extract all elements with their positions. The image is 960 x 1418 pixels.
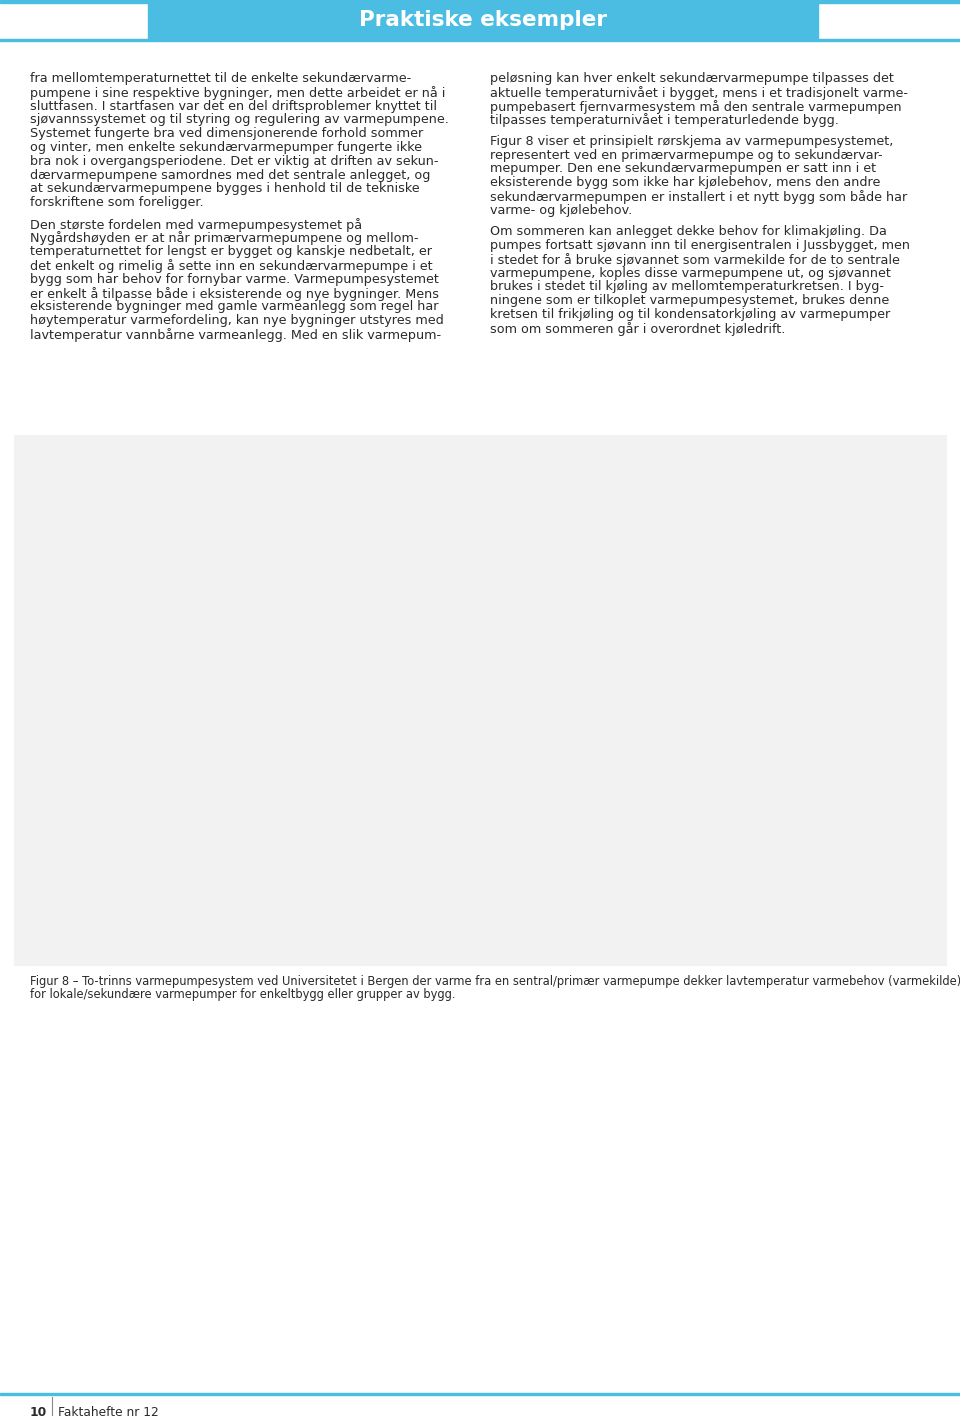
Bar [14,435,946,966]
Text: Figur 8 viser et prinsipielt rørskjema av varmepumpesystemet,: Figur 8 viser et prinsipielt rørskjema a… [490,135,894,147]
Text: Nygårdshøyden er at når primærvarmepumpene og mellom-: Nygårdshøyden er at når primærvarmepumpe… [30,231,419,245]
Text: at sekundærvarmepumpene bygges i henhold til de tekniske: at sekundærvarmepumpene bygges i henhold… [30,183,420,196]
Text: 10: 10 [30,1407,47,1418]
Text: pumpene i sine respektive bygninger, men dette arbeidet er nå i: pumpene i sine respektive bygninger, men… [30,86,445,99]
Text: Faktahefte nr 12: Faktahefte nr 12 [58,1407,158,1418]
Text: og vinter, men enkelte sekundærvarmepumper fungerte ikke: og vinter, men enkelte sekundærvarmepump… [30,140,422,155]
Text: dærvarmepumpene samordnes med det sentrale anlegget, og: dærvarmepumpene samordnes med det sentra… [30,169,430,182]
Text: peløsning kan hver enkelt sekundærvarmepumpe tilpasses det: peløsning kan hver enkelt sekundærvarmep… [490,72,894,85]
Text: varme- og kjølebehov.: varme- og kjølebehov. [490,204,633,217]
Text: Den største fordelen med varmepumpesystemet på: Den største fordelen med varmepumpesyste… [30,217,362,231]
Text: Praktiske eksempler: Praktiske eksempler [359,10,607,31]
Text: pumpes fortsatt sjøvann inn til energisentralen i Jussbygget, men: pumpes fortsatt sjøvann inn til energise… [490,240,910,252]
Bar [0,40,960,41]
Text: aktuelle temperaturnivået i bygget, mens i et tradisjonelt varme-: aktuelle temperaturnivået i bygget, mens… [490,86,908,99]
Text: høytemperatur varmefordeling, kan nye bygninger utstyres med: høytemperatur varmefordeling, kan nye by… [30,315,444,328]
Text: sluttfasen. I startfasen var det en del driftsproblemer knyttet til: sluttfasen. I startfasen var det en del … [30,99,437,112]
Text: for lokale/sekundære varmepumper for enkeltbygg eller grupper av bygg.: for lokale/sekundære varmepumper for enk… [30,988,455,1001]
Bar [0,0,960,3]
Text: i stedet for å bruke sjøvannet som varmekilde for de to sentrale: i stedet for å bruke sjøvannet som varme… [490,252,900,267]
Text: bygg som har behov for fornybar varme. Varmepumpesystemet: bygg som har behov for fornybar varme. V… [30,272,439,286]
Text: mepumper. Den ene sekundærvarmepumpen er satt inn i et: mepumper. Den ene sekundærvarmepumpen er… [490,163,876,176]
Text: temperaturnettet for lengst er bygget og kanskje nedbetalt, er: temperaturnettet for lengst er bygget og… [30,245,432,258]
Bar [148,1,818,40]
Text: kretsen til frikjøling og til kondensatorkjøling av varmepumper: kretsen til frikjøling og til kondensato… [490,308,890,320]
Text: bra nok i overgangsperiodene. Det er viktig at driften av sekun-: bra nok i overgangsperiodene. Det er vik… [30,155,439,167]
Bar [0,1392,960,1394]
Text: eksisterende bygg som ikke har kjølebehov, mens den andre: eksisterende bygg som ikke har kjølebeho… [490,176,880,189]
Text: eksisterende bygninger med gamle varmeanlegg som regel har: eksisterende bygninger med gamle varmean… [30,301,439,313]
Text: tilpasses temperaturnivået i temperaturledende bygg.: tilpasses temperaturnivået i temperaturl… [490,113,839,128]
Text: pumpebasert fjernvarmesystem må den sentrale varmepumpen: pumpebasert fjernvarmesystem må den sent… [490,99,901,113]
Text: ningene som er tilkoplet varmepumpesystemet, brukes denne: ningene som er tilkoplet varmepumpesyste… [490,294,889,308]
Text: Om sommeren kan anlegget dekke behov for klimakjøling. Da: Om sommeren kan anlegget dekke behov for… [490,225,887,238]
Text: Systemet fungerte bra ved dimensjonerende forhold sommer: Systemet fungerte bra ved dimensjonerend… [30,128,423,140]
Text: brukes i stedet til kjøling av mellomtemperaturkretsen. I byg-: brukes i stedet til kjøling av mellomtem… [490,281,884,294]
Text: sekundærvarmepumpen er installert i et nytt bygg som både har: sekundærvarmepumpen er installert i et n… [490,190,907,204]
Text: er enkelt å tilpasse både i eksisterende og nye bygninger. Mens: er enkelt å tilpasse både i eksisterende… [30,286,439,301]
Text: som om sommeren går i overordnet kjøledrift.: som om sommeren går i overordnet kjøledr… [490,322,785,336]
Text: det enkelt og rimelig å sette inn en sekundærvarmepumpe i et: det enkelt og rimelig å sette inn en sek… [30,259,433,272]
Text: fra mellomtemperaturnettet til de enkelte sekundærvarme-: fra mellomtemperaturnettet til de enkelt… [30,72,411,85]
Text: sjøvannssystemet og til styring og regulering av varmepumpene.: sjøvannssystemet og til styring og regul… [30,113,449,126]
Text: varmepumpene, koples disse varmepumpene ut, og sjøvannet: varmepumpene, koples disse varmepumpene … [490,267,891,279]
Text: representert ved en primærvarmepumpe og to sekundærvar-: representert ved en primærvarmepumpe og … [490,149,882,162]
Text: Figur 8 – To-trinns varmepumpesystem ved Universitetet i Bergen der varme fra en: Figur 8 – To-trinns varmepumpesystem ved… [30,976,960,988]
Text: forskriftene som foreligger.: forskriftene som foreligger. [30,196,204,210]
Text: lavtemperatur vannbårne varmeanlegg. Med en slik varmepum-: lavtemperatur vannbårne varmeanlegg. Med… [30,328,442,342]
